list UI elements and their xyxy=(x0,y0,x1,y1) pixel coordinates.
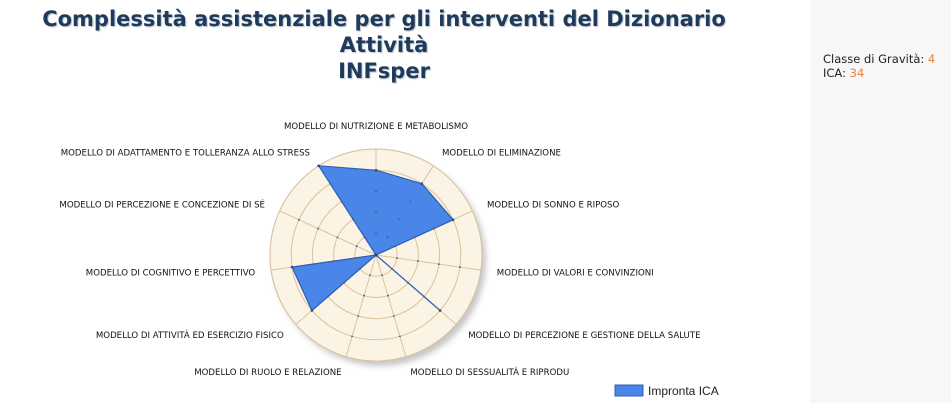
gravity-class-label: Classe di Gravità: xyxy=(823,52,925,66)
grid-dot-4-2 xyxy=(417,260,419,262)
gravity-class-value: 4 xyxy=(927,52,936,66)
grid-dot-7-4 xyxy=(351,335,353,338)
grid-dot-1-3 xyxy=(375,190,377,193)
axis-label-3: MODELLO DI SONNO E RIPOSO xyxy=(487,200,620,210)
grid-dot-6-1 xyxy=(381,274,383,277)
ica-label: ICA: xyxy=(823,66,846,80)
grid-dot-9-4 xyxy=(291,266,293,268)
grid-dot-3-3 xyxy=(433,227,435,230)
info-panel xyxy=(810,0,951,403)
page-title-line-2: INFsper xyxy=(338,59,430,83)
grid-dot-4-4 xyxy=(459,266,461,268)
axis-label-5: MODELLO DI PERCEZIONE E GESTIONE DELLA S… xyxy=(468,331,700,341)
grid-dot-11-1 xyxy=(363,236,366,239)
ica-value: 34 xyxy=(849,66,865,80)
grid-dot-5-1 xyxy=(391,268,393,270)
axis-label-10: MODELLO DI PERCEZIONE E CONCEZIONE DI SÉ xyxy=(59,198,265,210)
legend-swatch xyxy=(614,384,644,397)
data-point-10 xyxy=(374,253,378,257)
grid-dot-2-2 xyxy=(398,218,400,221)
axis-label-7: MODELLO DI RUOLO E RELAZIONE xyxy=(194,368,341,378)
chart-legend: Impronta ICA xyxy=(614,384,719,398)
axis-label-8: MODELLO DI ATTIVITÀ ED ESERCIZIO FISICO xyxy=(96,329,284,341)
grid-dot-7-2 xyxy=(363,294,365,297)
grid-dot-8-4 xyxy=(311,309,313,312)
grid-dot-3-1 xyxy=(394,245,397,248)
grid-dot-11-3 xyxy=(340,200,343,203)
grid-dot-4-1 xyxy=(396,257,398,259)
grid-spoke-6 xyxy=(375,254,407,357)
grid-dot-5-3 xyxy=(423,295,425,298)
grid-dot-2-3 xyxy=(409,200,412,203)
grid-dot-1-1 xyxy=(375,232,377,235)
grid-dot-9-1 xyxy=(354,257,356,259)
data-point-11 xyxy=(317,164,321,168)
grid-dot-5-2 xyxy=(407,281,409,284)
grid-dot-6-4 xyxy=(399,335,401,338)
grid-dot-1-2 xyxy=(375,211,377,214)
axis-label-2: MODELLO DI ELIMINAZIONE xyxy=(442,148,561,158)
grid-dot-9-2 xyxy=(333,260,335,262)
grid-dot-10-4 xyxy=(298,218,300,221)
grid-dot-5-4 xyxy=(439,309,441,312)
axis-label-6: MODELLO DI SESSUALITÀ E RIPRODU xyxy=(410,366,569,378)
grid-dot-9-3 xyxy=(312,263,314,265)
grid-dot-2-1 xyxy=(386,236,389,239)
grid-dot-3-2 xyxy=(413,236,416,239)
grid-dot-8-1 xyxy=(359,268,361,270)
grid-dot-4-3 xyxy=(438,263,440,265)
grid-spoke-7 xyxy=(345,254,377,357)
grid-dot-1-4 xyxy=(375,169,377,172)
grid-dot-8-3 xyxy=(327,295,329,298)
grid-dot-11-4 xyxy=(329,182,332,185)
grid-dot-6-3 xyxy=(393,315,395,317)
grid-dot-7-1 xyxy=(369,274,371,277)
gravity-class-info: Classe di Gravità: 4 xyxy=(823,53,935,66)
grid-dot-2-4 xyxy=(420,182,423,185)
axis-label-4: MODELLO DI VALORI E CONVINZIONI xyxy=(497,268,654,278)
page-title-line-1: Complessità assistenziale per gli interv… xyxy=(42,7,726,57)
grid-dot-10-2 xyxy=(336,236,339,239)
grid-spoke-4 xyxy=(375,254,481,271)
axis-label-9: MODELLO DI COGNITIVO E PERCETTIVO xyxy=(86,268,256,278)
grid-dot-8-2 xyxy=(343,281,345,284)
grid-dot-6-2 xyxy=(387,294,389,297)
grid-spoke-10 xyxy=(279,210,377,256)
legend-label: Impronta ICA xyxy=(648,384,719,398)
grid-dot-11-2 xyxy=(352,218,354,221)
axis-label-1: MODELLO DI NUTRIZIONE E METABOLISMO xyxy=(284,122,468,132)
grid-dot-10-1 xyxy=(355,245,358,248)
axis-label-11: MODELLO DI ADATTAMENTO E TOLLERANZA ALLO… xyxy=(61,148,310,158)
grid-dot-7-3 xyxy=(357,315,359,317)
grid-dot-10-3 xyxy=(317,227,319,230)
grid-dot-3-4 xyxy=(452,218,454,221)
page-title: Complessità assistenziale per gli interv… xyxy=(0,6,768,84)
ica-info: ICA: 34 xyxy=(823,67,864,80)
